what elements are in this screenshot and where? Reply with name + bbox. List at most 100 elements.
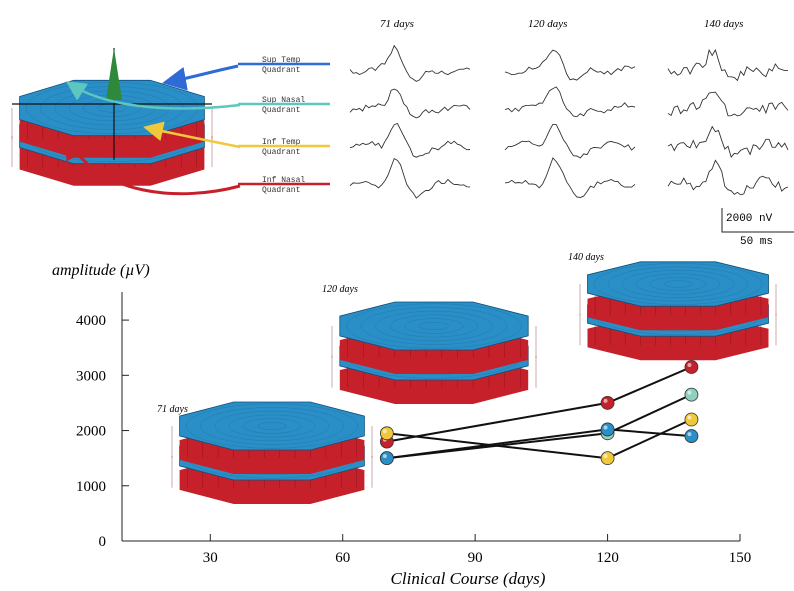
x-tick-label: 30 — [203, 550, 218, 566]
series-line — [386, 393, 692, 460]
retina-map-slab — [331, 301, 537, 404]
y-tick-label: 4000 — [76, 313, 106, 329]
slab-texture — [360, 307, 508, 345]
arrow-sup-nasal — [65, 81, 241, 110]
map-label: 71 days — [157, 404, 188, 415]
waveform-trace — [349, 88, 471, 119]
series-point-highlight — [687, 415, 692, 420]
scale-bar-lines — [721, 208, 794, 233]
slab-texture — [635, 273, 721, 295]
waveform-trace — [504, 86, 636, 118]
map-label: 120 days — [322, 284, 358, 295]
y-tick-label: 1000 — [76, 479, 106, 495]
series-point — [600, 422, 615, 437]
waveform-trace — [667, 125, 789, 159]
quadrant-label-line2: Quadrant — [262, 106, 300, 115]
slab-texture — [390, 314, 478, 338]
slab-top — [179, 401, 365, 451]
x-tick-label: 150 — [729, 550, 752, 566]
slab-texture — [649, 276, 707, 292]
waveform-trace — [504, 49, 636, 81]
map-label: 140 days — [568, 252, 604, 263]
slab-texture — [186, 403, 358, 449]
quadrant-label-line1: Inf Temp — [262, 138, 301, 147]
slab-texture — [375, 310, 493, 342]
quadrant-label-line2: Quadrant — [262, 186, 300, 195]
series-lines — [379, 360, 699, 466]
quadrant-arrows — [65, 64, 241, 196]
waveform-trace — [667, 159, 789, 196]
waveform-trace — [349, 44, 471, 82]
x-tick-label: 60 — [335, 550, 350, 566]
series-point-highlight — [603, 425, 608, 430]
slab-top — [587, 261, 769, 307]
y-tick-label: 2000 — [76, 424, 106, 440]
scale-amplitude: 2000 nV — [726, 213, 773, 225]
series-point-highlight — [687, 363, 692, 368]
scale-bar: 2000 nV 50 ms — [721, 208, 794, 248]
x-axis-label: Clinical Course (days) — [391, 569, 546, 588]
waveform-trace — [667, 91, 789, 117]
quadrant-label-line2: Quadrant — [262, 66, 300, 75]
retina-map-slab — [171, 401, 373, 504]
amplitude-chart: amplitude (µV) Clinical Course (days) 30… — [52, 252, 777, 588]
series-point — [684, 429, 699, 443]
slab-texture — [243, 418, 301, 434]
series-point — [684, 360, 699, 374]
quadrant-label-line1: Sup Nasal — [262, 96, 305, 105]
slab-texture — [404, 318, 464, 334]
quadrant-label-line2: Quadrant — [262, 148, 300, 157]
waveform-trace — [349, 157, 471, 199]
quadrant-map — [11, 48, 213, 186]
slab-texture — [593, 263, 763, 305]
series-point — [600, 396, 615, 410]
slab-texture — [663, 280, 693, 288]
arrow-inf-temp — [143, 121, 241, 149]
col-label-140: 140 days — [704, 18, 743, 30]
col-label-120: 120 days — [528, 18, 567, 30]
y-tick-label: 0 — [99, 534, 107, 550]
series-point-highlight — [687, 390, 692, 395]
slab-texture — [257, 422, 287, 430]
col-label-71: 71 days — [380, 18, 414, 30]
series-point — [379, 426, 394, 441]
series-point — [600, 451, 615, 466]
series-point-highlight — [603, 454, 608, 459]
series-point-highlight — [382, 429, 387, 434]
y-axis-label: amplitude (µV) — [52, 262, 150, 279]
axes: 30 60 90 120 150 0 1000 2000 3000 4000 — [76, 292, 751, 566]
x-tick-label: 120 — [596, 550, 619, 566]
slab-texture — [200, 407, 344, 445]
series-point-highlight — [603, 398, 608, 403]
central-peak — [106, 48, 122, 100]
waveform-trace — [504, 123, 636, 159]
x-tick-label: 90 — [468, 550, 483, 566]
arrow-sup-temp — [162, 64, 239, 91]
retina-maps: 71 days 120 days 140 days — [157, 252, 777, 504]
slab-texture — [621, 270, 735, 298]
quadrant-label-line1: Inf Nasal — [262, 176, 305, 185]
series-point — [684, 387, 699, 402]
arrow-inf-nasal — [65, 134, 241, 196]
series-point — [379, 451, 394, 466]
series-point-highlight — [687, 432, 692, 437]
slab-texture — [419, 322, 449, 330]
series-point-highlight — [382, 454, 387, 459]
waveform-trace — [504, 157, 636, 198]
slab-top — [339, 301, 529, 351]
waveform-traces — [349, 44, 789, 199]
slab-texture — [228, 414, 316, 438]
series-point — [684, 412, 699, 427]
waveform-trace — [349, 122, 471, 158]
y-tick-label: 3000 — [76, 368, 106, 384]
retina-map-slab — [579, 261, 777, 361]
slab-texture — [346, 303, 522, 349]
slab-texture — [607, 266, 749, 302]
waveform-trace — [667, 48, 789, 82]
